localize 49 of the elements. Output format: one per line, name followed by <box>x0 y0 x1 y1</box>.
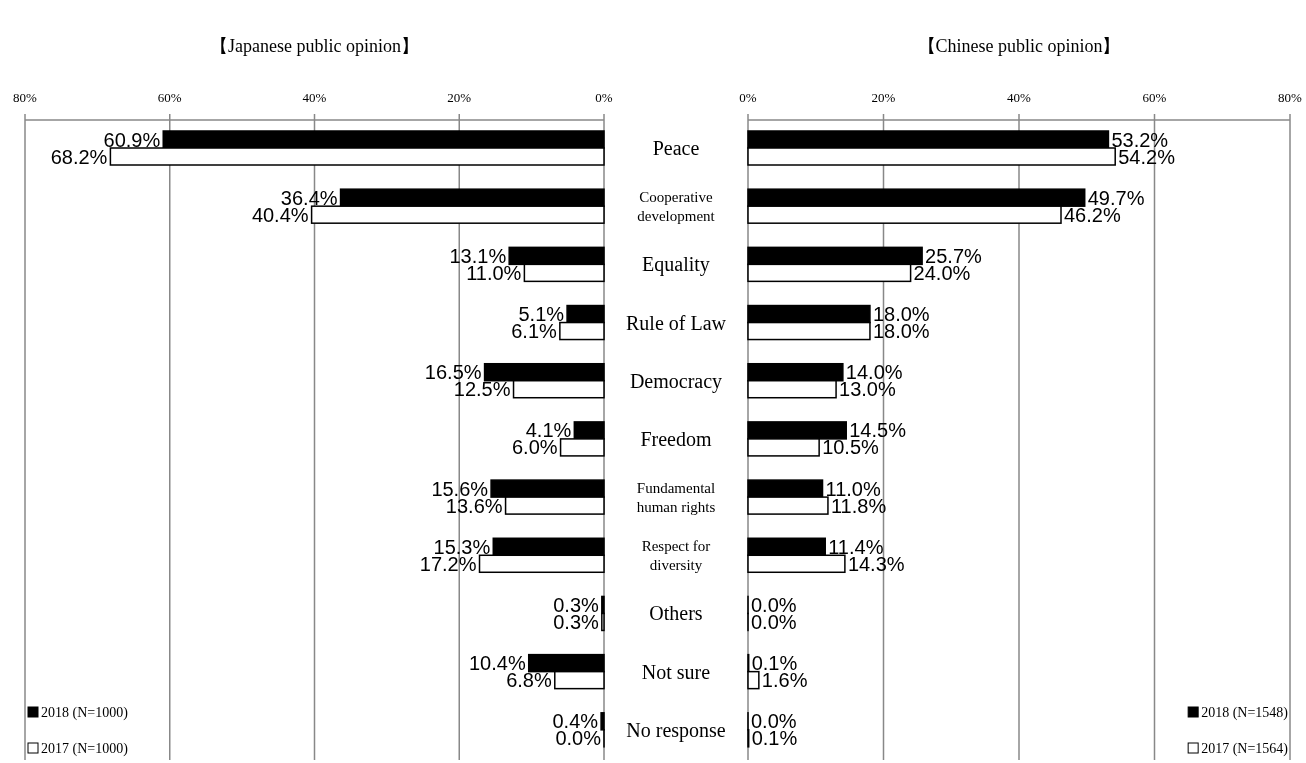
data-label: 11.0% <box>825 477 881 500</box>
data-label: 1.6% <box>761 669 808 692</box>
data-label: 15.3% <box>433 535 491 558</box>
data-label: 6.8% <box>506 669 552 692</box>
legend-label: 2017 (N=1564) <box>1201 741 1289 757</box>
data-label: 6.1% <box>511 320 558 343</box>
data-label: 0.0% <box>751 593 797 616</box>
data-label: 0.3% <box>553 593 600 616</box>
y-tick-label: Peace <box>652 137 700 159</box>
y-tick-label: No response <box>626 718 726 742</box>
x-tick-label: 20% <box>447 90 472 105</box>
y-tick-label: Freedom <box>640 427 712 450</box>
data-label: 60.9% <box>103 128 161 151</box>
y-tick-label: Equality <box>642 253 710 277</box>
data-label: 25.7% <box>925 244 983 267</box>
chart-title: 【Chinese public opinion】 <box>917 36 1121 56</box>
data-label: 12.5% <box>453 378 511 401</box>
x-tick-label: 60% <box>157 90 182 105</box>
legend-label: 2018 (N=1548) <box>1201 705 1289 721</box>
x-tick-label: 80% <box>13 90 38 105</box>
data-label: 49.7% <box>1087 186 1145 209</box>
data-label: 15.6% <box>431 477 489 500</box>
x-tick-label: 80% <box>1278 90 1303 105</box>
y-tick-label: Others <box>649 602 703 625</box>
x-tick-label: 40% <box>1007 90 1032 105</box>
data-label: 18.0% <box>872 320 930 343</box>
y-tick-label: Respect for diversity <box>641 538 711 574</box>
y-tick-label: Not sure <box>641 660 711 683</box>
legend-label: 2018 (N=1000) <box>41 705 129 721</box>
data-label: 13.1% <box>449 244 507 267</box>
data-label: 10.5% <box>822 436 880 459</box>
x-tick-label: 0% <box>739 90 757 105</box>
y-tick-label: Democracy <box>629 369 723 393</box>
data-label: 0.0% <box>555 727 602 750</box>
x-tick-label: 40% <box>302 90 327 105</box>
data-label: 53.2% <box>1111 128 1169 151</box>
data-label: 11.4% <box>828 535 884 558</box>
data-label: 6.0% <box>511 436 558 459</box>
data-label: 0.1% <box>751 727 798 750</box>
x-tick-label: 20% <box>871 90 896 105</box>
x-tick-label: 0% <box>595 90 613 105</box>
data-label: 36.4% <box>280 186 338 209</box>
chart-title: 【Japanese public opinion】 <box>210 36 419 56</box>
legend-label: 2017 (N=1000) <box>41 741 129 757</box>
data-label: 13.0% <box>839 378 896 401</box>
x-tick-label: 60% <box>1142 90 1167 105</box>
y-tick-label: Cooperative development <box>637 189 716 225</box>
y-tick-label: Rule of Law <box>626 311 727 334</box>
y-tick-label: Fundamental human rights <box>636 480 716 516</box>
